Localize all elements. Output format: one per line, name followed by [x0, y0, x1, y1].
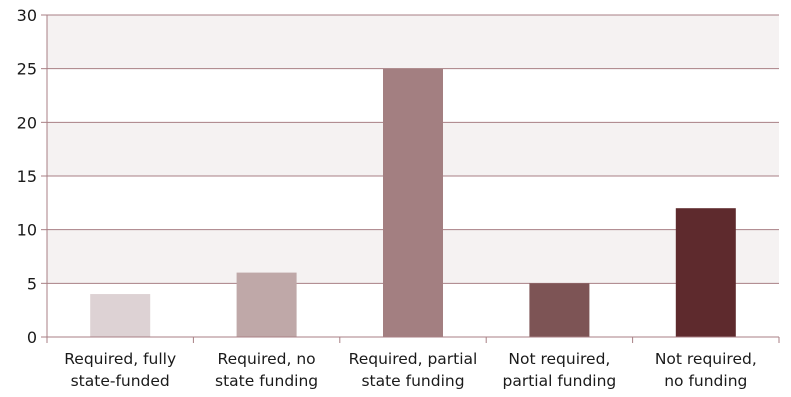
category-label-line: Required, fully: [64, 350, 176, 368]
category-label-line: no funding: [664, 372, 747, 390]
category-label-line: state funding: [361, 372, 464, 390]
bar: [90, 294, 151, 337]
category-label: Required, partial state funding: [349, 350, 478, 390]
category-label-line: state funding: [215, 372, 318, 390]
bar: [675, 208, 736, 337]
category-label-line: Not required,: [508, 350, 610, 368]
bars: [90, 68, 736, 338]
category-label-line: state-funded: [71, 372, 170, 390]
y-tick-label: 0: [27, 328, 37, 347]
grid-band: [47, 15, 779, 69]
category-label-line: Required, no: [218, 350, 316, 368]
y-tick-label: 30: [17, 6, 37, 25]
category-label-line: Required, partial: [349, 350, 478, 368]
category-label: Required, fully state-funded: [64, 350, 176, 390]
category-labels: Required, fully state-funded Required, no s…: [64, 350, 757, 390]
y-tick-label: 20: [17, 113, 37, 132]
bar: [529, 283, 590, 337]
bar: [236, 272, 297, 337]
category-label-line: Not required,: [655, 350, 757, 368]
y-tick-label: 5: [27, 274, 37, 293]
y-tick-label: 25: [17, 60, 37, 79]
axes: [41, 14, 780, 343]
category-label: Not required, no funding: [655, 350, 757, 390]
y-tick-labels: 0 5 10 15 20 25 30: [17, 6, 37, 347]
category-label: Required, no state funding: [215, 350, 318, 390]
bar: [383, 68, 443, 338]
category-label-line: partial funding: [503, 372, 617, 390]
category-label: Not required, partial funding: [503, 350, 617, 390]
y-tick-label: 15: [17, 167, 37, 186]
y-tick-label: 10: [17, 221, 37, 240]
